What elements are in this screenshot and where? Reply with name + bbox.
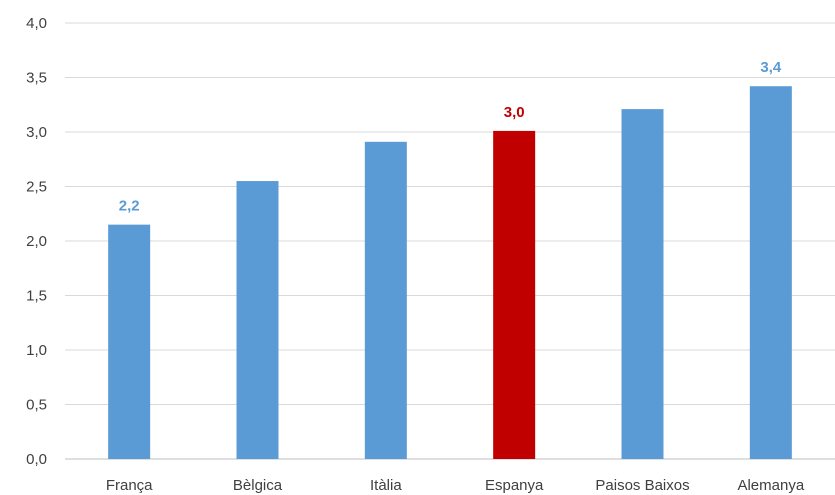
data-label-5: 3,4 xyxy=(760,59,782,76)
y-tick-label: 1,0 xyxy=(26,342,47,359)
x-tick-label: Alemanya xyxy=(737,477,804,494)
x-tick-label: Bèlgica xyxy=(233,477,283,494)
x-tick-label: Itàlia xyxy=(370,477,402,494)
x-tick-label: Espanya xyxy=(485,477,544,494)
bar-4 xyxy=(621,109,664,460)
bar-0 xyxy=(108,224,151,459)
bar-2 xyxy=(364,141,407,459)
data-labels: 2,2 3,0 3,4 xyxy=(119,59,782,214)
y-tick-label: 2,5 xyxy=(26,179,47,196)
x-axis: França Bèlgica Itàlia Espanya Paisos Baixos A… xyxy=(106,477,805,494)
data-label-0: 2,2 xyxy=(119,198,140,215)
y-tick-label: 4,0 xyxy=(26,15,47,32)
y-tick-label: 0,5 xyxy=(26,397,47,414)
bar-5 xyxy=(749,86,792,459)
y-axis: 0,0 0,5 1,0 1,5 2,0 2,5 3,0 3,5 4,0 xyxy=(26,15,47,468)
gridlines xyxy=(65,22,835,460)
bar-3 xyxy=(493,130,536,459)
data-label-3: 3,0 xyxy=(504,104,525,121)
bars xyxy=(108,86,792,460)
x-tick-label: França xyxy=(106,477,153,494)
x-tick-label: Paisos Baixos xyxy=(595,477,689,494)
y-tick-label: 1,5 xyxy=(26,288,47,305)
y-tick-label: 3,0 xyxy=(26,124,47,141)
y-tick-label: 2,0 xyxy=(26,233,47,250)
y-tick-label: 3,5 xyxy=(26,70,47,87)
bar-1 xyxy=(236,181,279,460)
y-tick-label: 0,0 xyxy=(26,451,47,468)
